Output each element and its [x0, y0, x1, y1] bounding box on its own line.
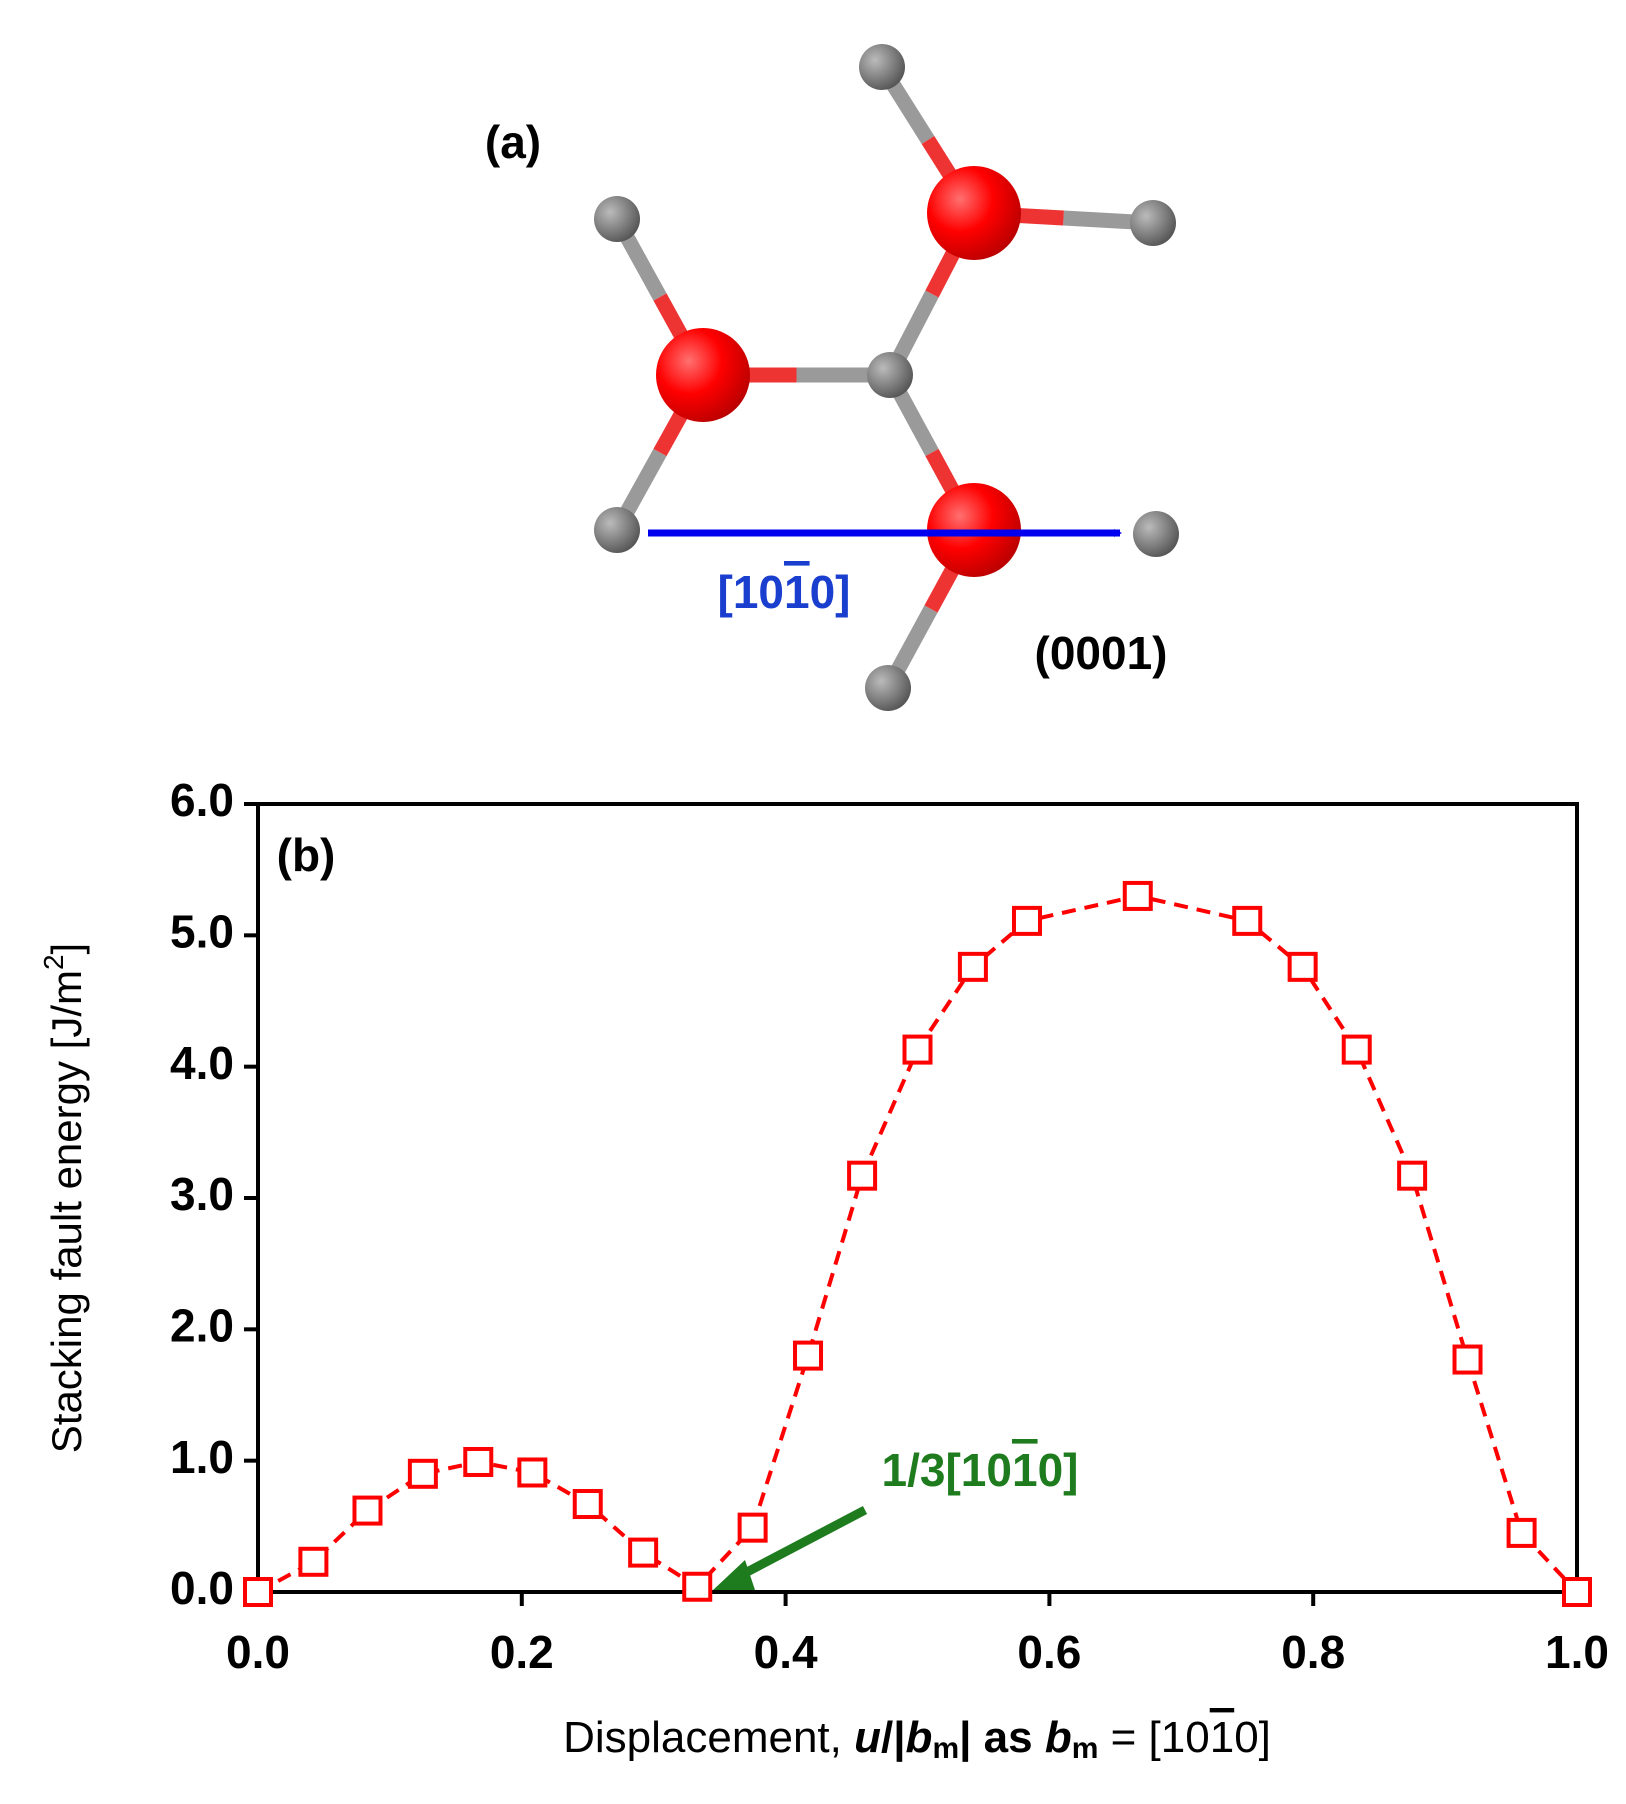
- label-part: | as: [959, 1713, 1045, 1763]
- label-part: ]: [43, 943, 90, 955]
- data-point: [957, 951, 988, 982]
- label-part: 1: [1012, 1444, 1038, 1496]
- y-axis-label: Stacking fault energy [J/m2]: [38, 943, 90, 1453]
- data-point: [847, 1160, 878, 1191]
- label-part: 0]: [1038, 1444, 1079, 1496]
- data-point: [352, 1495, 383, 1526]
- y-tick-label: 2.0: [170, 1299, 234, 1351]
- data-point: [1122, 880, 1153, 911]
- data-point: [407, 1458, 438, 1489]
- data-point: [572, 1489, 603, 1520]
- molecule-diagram: [594, 44, 1179, 711]
- y-tick-label: 5.0: [170, 905, 234, 957]
- label-part: m: [932, 1732, 959, 1765]
- atom: [1130, 200, 1176, 246]
- y-tick-label: 4.0: [170, 1037, 234, 1089]
- x-tick-label: 0.0: [226, 1626, 290, 1678]
- label-part: b: [1045, 1713, 1072, 1762]
- x-tick-label: 0.4: [754, 1626, 818, 1678]
- oxygen-atom: [927, 166, 1021, 260]
- atom: [867, 352, 913, 398]
- panel-label: (b): [277, 829, 336, 881]
- x-tick-label: 0.8: [1281, 1626, 1345, 1678]
- data-point: [1562, 1577, 1592, 1607]
- label-part: u: [854, 1713, 881, 1762]
- data-point: [1452, 1344, 1483, 1375]
- atom: [594, 196, 640, 242]
- label-part: [10: [718, 566, 784, 618]
- data-point: [298, 1546, 329, 1577]
- data-point: [1397, 1160, 1428, 1191]
- data-point: [1232, 905, 1263, 936]
- panel-label: (a): [485, 116, 541, 168]
- label-part: 2: [38, 954, 69, 970]
- label-part: Stacking fault energy [J/m: [43, 970, 90, 1453]
- label-part: Displacement,: [563, 1713, 854, 1762]
- data-point: [902, 1034, 933, 1065]
- annotation-arrowhead: [712, 1560, 755, 1591]
- data-point: [517, 1457, 548, 1488]
- label-part: 1: [784, 566, 810, 618]
- label-part: /|: [881, 1713, 906, 1763]
- direction-label: [1010]: [718, 566, 851, 618]
- annotation: 1/3[1010]: [882, 1444, 1079, 1496]
- data-point: [1011, 905, 1042, 936]
- x-axis-label: Displacement, u/|bm| as bm = [1010]: [563, 1713, 1271, 1765]
- data-point: [463, 1446, 494, 1477]
- data-point: [1506, 1517, 1537, 1548]
- label-part: m: [1072, 1732, 1099, 1765]
- y-tick-label: 3.0: [170, 1168, 234, 1220]
- atom: [594, 507, 640, 553]
- data-point: [1287, 951, 1318, 982]
- atom: [865, 665, 911, 711]
- label-part: 1: [1210, 1713, 1234, 1762]
- y-tick-label: 0.0: [170, 1562, 234, 1614]
- label-part: = [10: [1098, 1713, 1209, 1762]
- data-point: [1341, 1034, 1372, 1065]
- annotation-arrow: [725, 1506, 868, 1586]
- x-tick-label: 0.2: [490, 1626, 554, 1678]
- y-tick-label: 6.0: [170, 774, 234, 826]
- oxygen-atom: [656, 328, 750, 422]
- data-point: [243, 1577, 273, 1607]
- data-point: [793, 1340, 824, 1371]
- y-tick-label: 1.0: [170, 1431, 234, 1483]
- data-point: [628, 1537, 659, 1568]
- atom: [1133, 511, 1179, 557]
- label-part: b: [906, 1713, 933, 1762]
- plane-label: (0001): [1035, 627, 1168, 679]
- x-tick-label: 0.6: [1017, 1626, 1081, 1678]
- data-point: [737, 1512, 768, 1543]
- label-part: 1/3[10: [882, 1444, 1012, 1496]
- x-tick-label: 1.0: [1545, 1626, 1609, 1678]
- label-part: 0]: [1234, 1713, 1271, 1762]
- atom: [859, 44, 905, 90]
- label-part: 0]: [810, 566, 851, 618]
- data-point: [682, 1571, 713, 1602]
